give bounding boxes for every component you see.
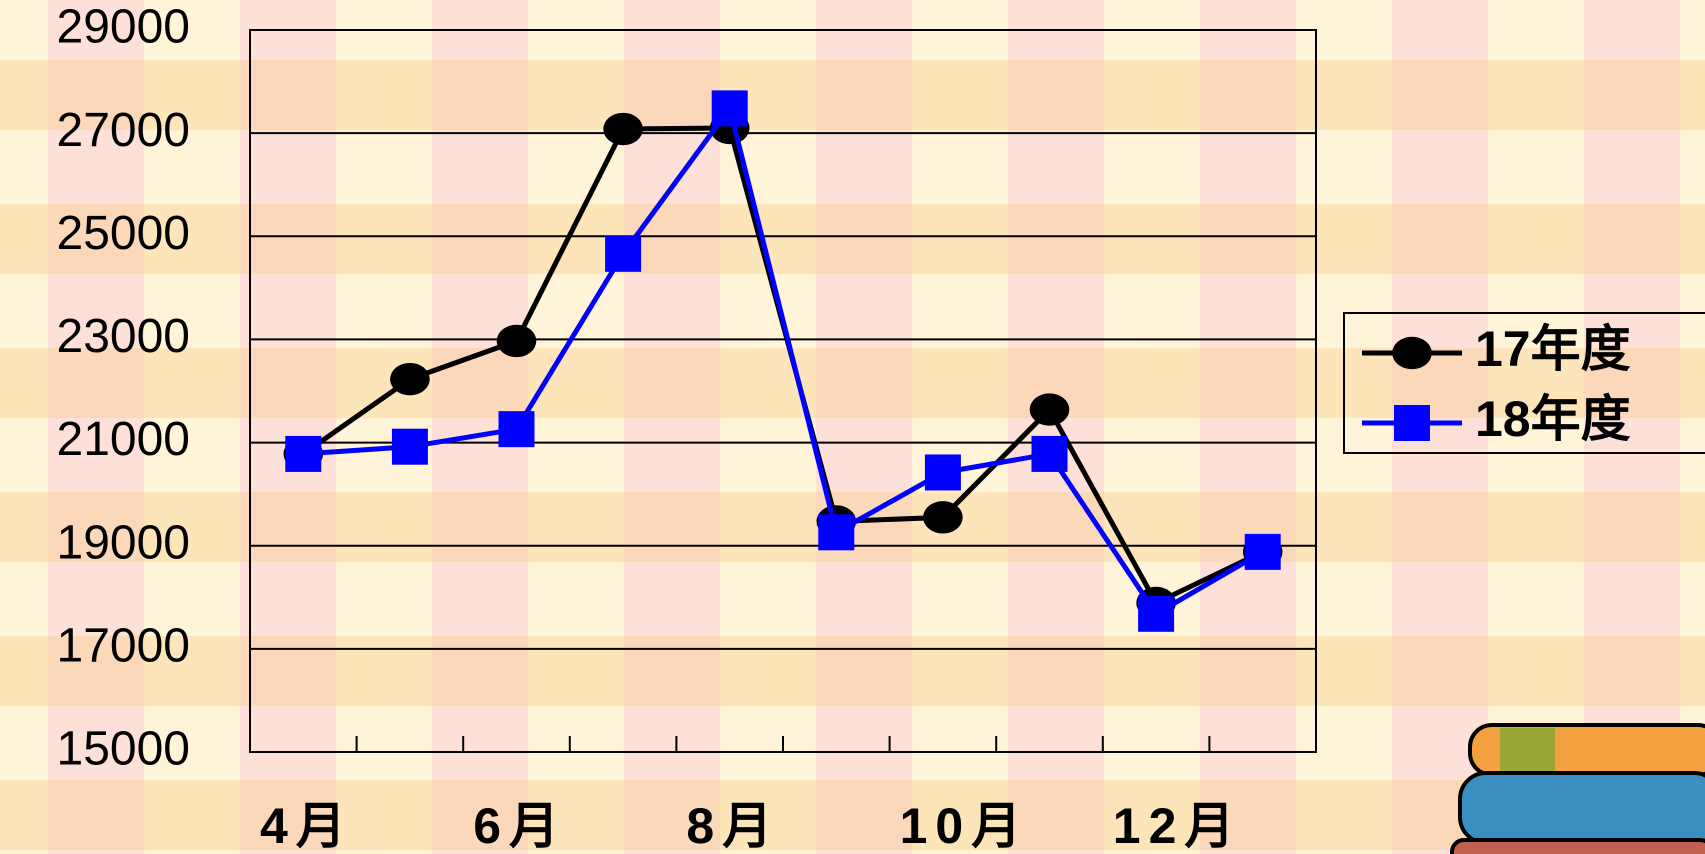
data-point (285, 435, 322, 472)
data-point (924, 454, 961, 491)
data-point (711, 90, 748, 127)
data-point (1138, 595, 1175, 632)
y-tick-label: 25000 (57, 207, 190, 260)
y-tick-label: 21000 (57, 413, 190, 466)
series-line (301, 125, 1264, 606)
legend-marker (1394, 405, 1430, 441)
x-tick-label: 10月 (900, 798, 1030, 854)
data-point (1029, 393, 1070, 426)
data-point (1244, 533, 1281, 570)
y-tick-label: 17000 (57, 620, 190, 673)
data-point (391, 428, 428, 465)
x-tick-label: 8月 (686, 798, 780, 854)
data-point (498, 411, 535, 448)
x-tick-label: 6月 (473, 798, 567, 854)
x-tick-label: 12月 (1113, 798, 1243, 854)
legend-marker (1392, 336, 1432, 370)
series-line (303, 105, 1264, 617)
data-point (496, 324, 537, 358)
y-tick-label: 15000 (57, 723, 190, 776)
book (1450, 838, 1705, 854)
y-tick-label: 23000 (57, 310, 190, 363)
y-tick-label: 27000 (57, 104, 190, 157)
legend-label: 18年度 (1475, 391, 1631, 447)
y-tick-label: 29000 (57, 1, 190, 54)
data-point (818, 514, 855, 551)
data-point (923, 501, 963, 534)
books-decoration (1450, 723, 1705, 854)
legend-label: 17年度 (1475, 321, 1631, 377)
data-point (605, 235, 642, 272)
book-band (1500, 728, 1555, 772)
legend: 17年度 18年度 (1343, 312, 1705, 454)
legend-frame (1343, 312, 1705, 454)
book (1458, 771, 1705, 845)
data-point (390, 362, 430, 396)
y-tick-label: 19000 (57, 516, 190, 569)
x-tick-label: 4月 (260, 798, 354, 854)
data-point (1031, 435, 1068, 472)
data-point (603, 112, 643, 146)
